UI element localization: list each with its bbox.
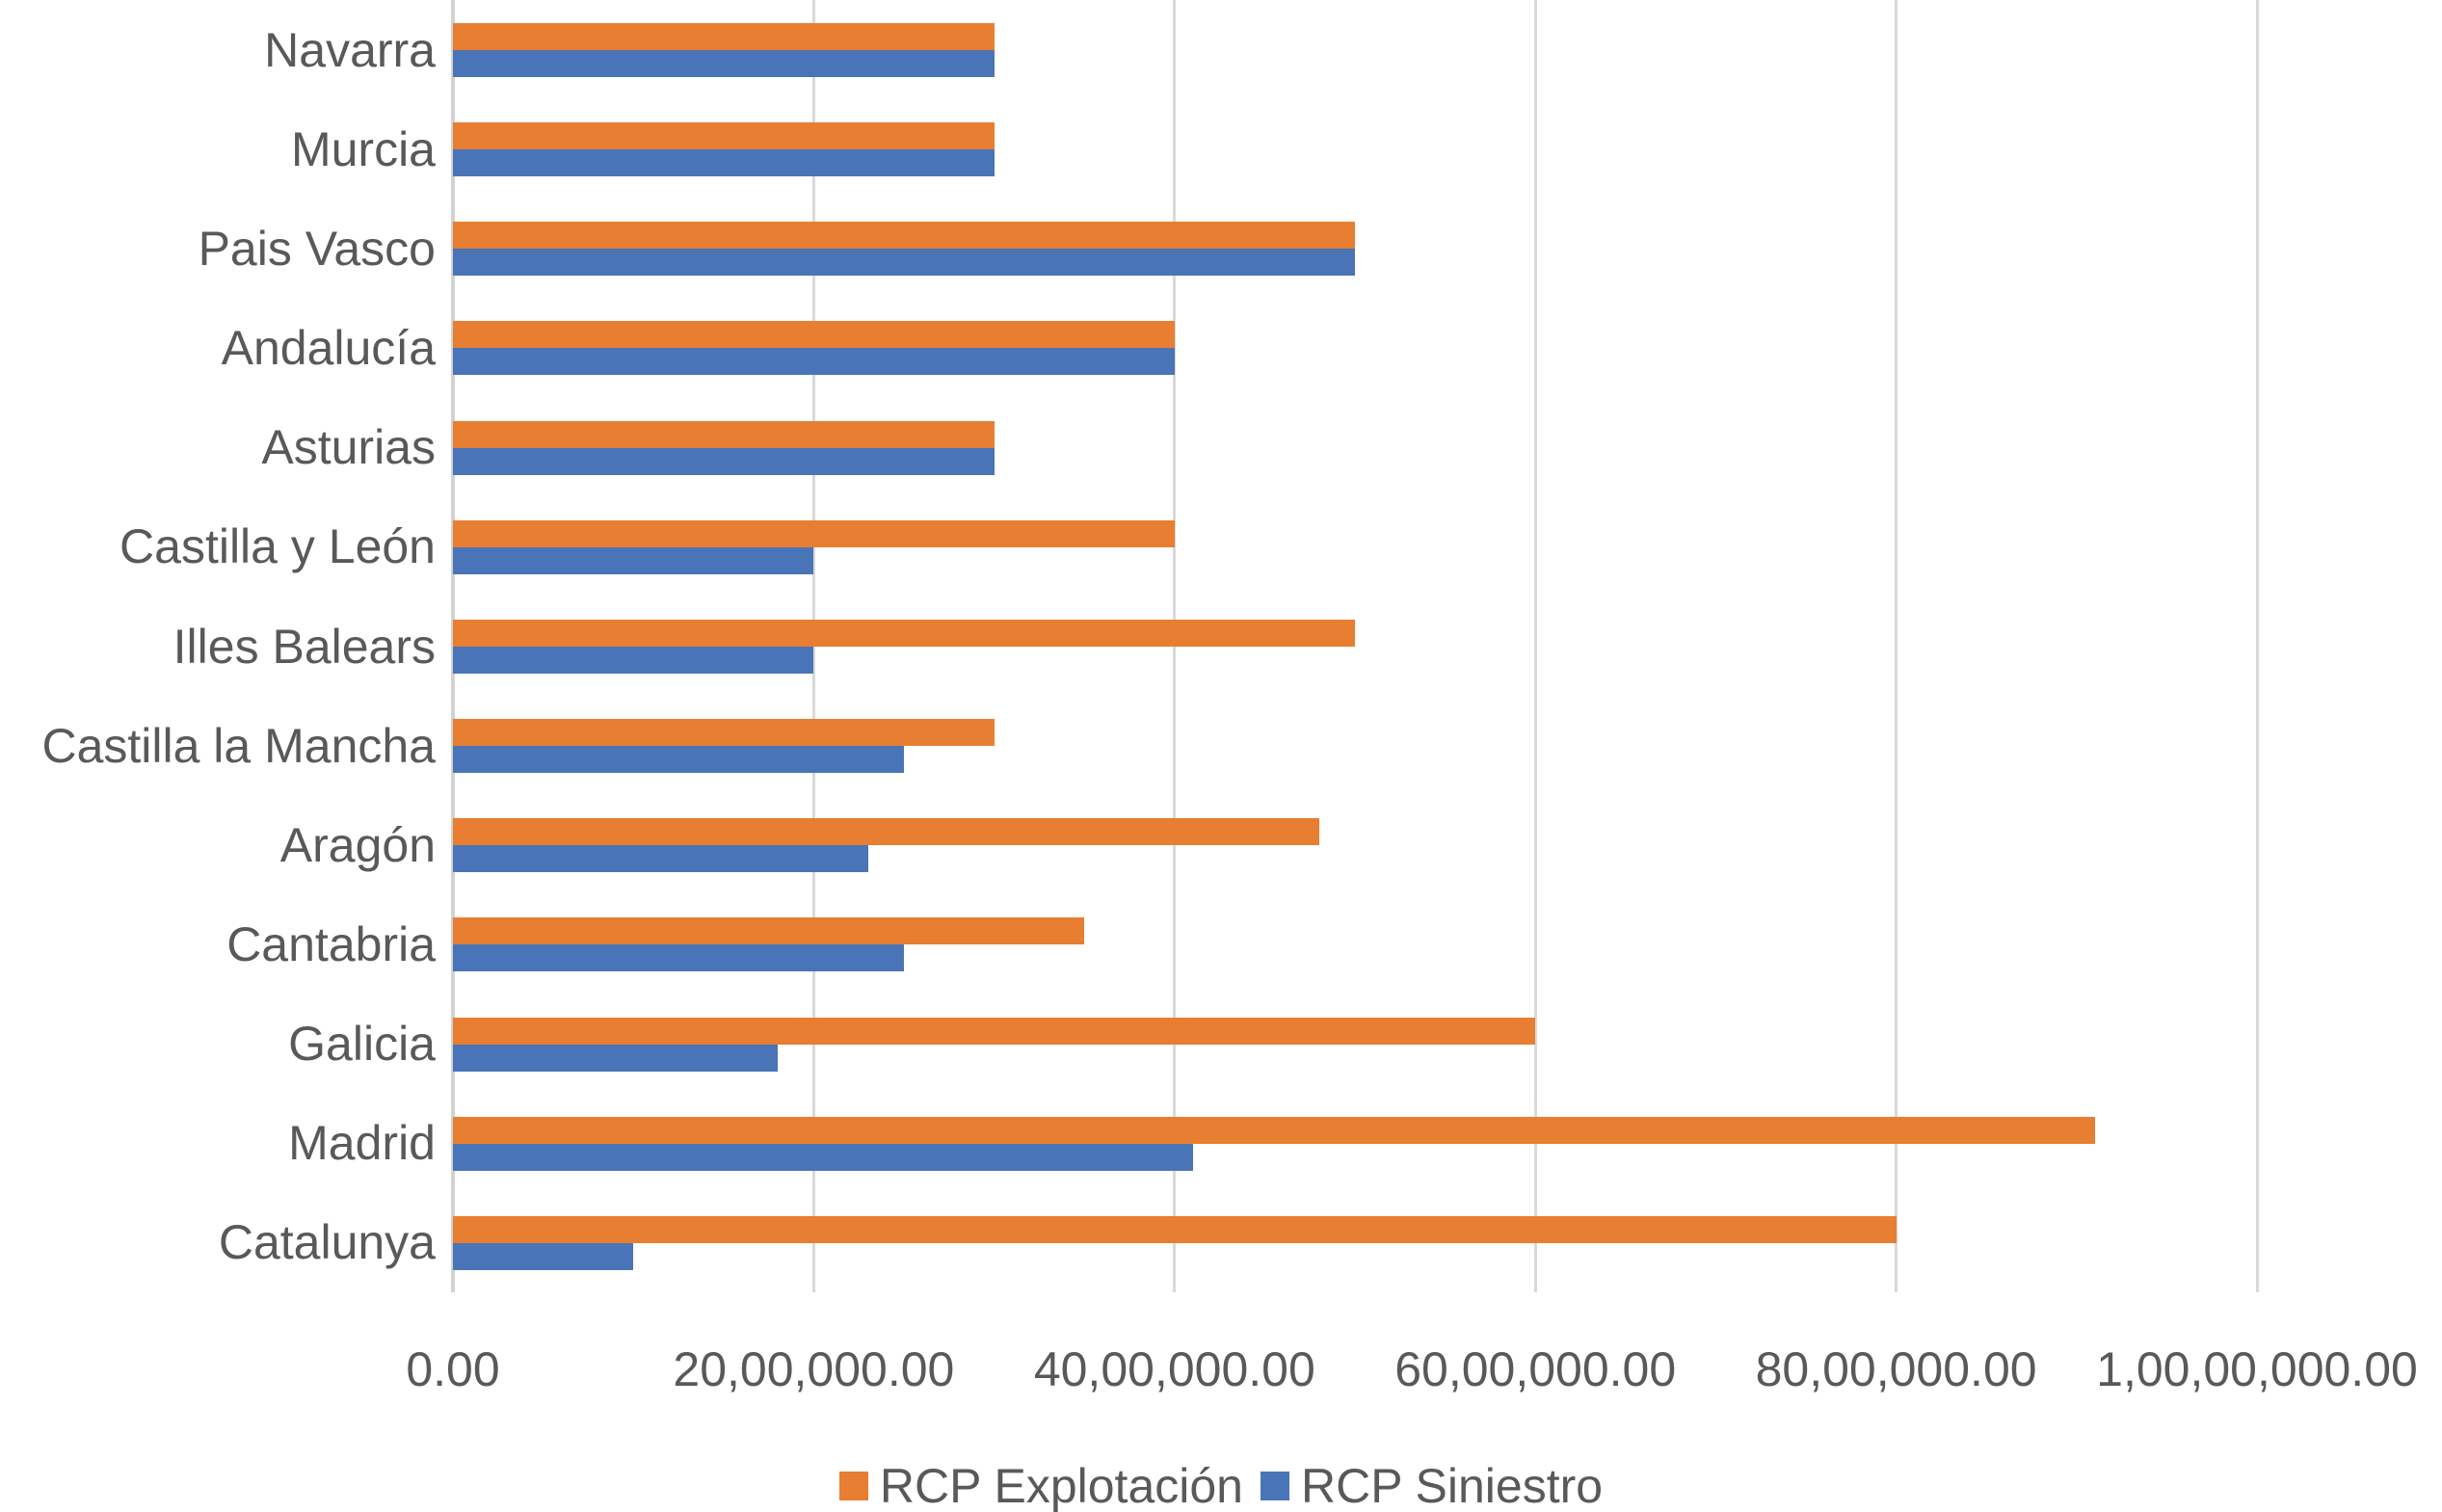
bar-segment: [453, 447, 995, 475]
x-tick-label: 20,00,000.00: [673, 1342, 955, 1396]
bar-segment: [453, 321, 1175, 349]
legend-marker-explotacion-icon: [838, 1472, 868, 1500]
bar-segment: [453, 23, 995, 50]
bar-segment: [453, 1143, 1193, 1171]
bar-segment: [453, 546, 814, 574]
category-label: Galicia: [288, 1017, 436, 1072]
category-label: Catalunya: [218, 1215, 436, 1270]
bar-segment: [453, 944, 904, 972]
bar-segment: [453, 1242, 634, 1270]
bar-segment: [453, 646, 814, 674]
legend-label-siniestro: RCP Siniestro: [1300, 1459, 1604, 1512]
x-tick-label: 1,00,00,000.00: [2096, 1342, 2418, 1396]
bar-segment: [453, 917, 1085, 945]
bar-segment: [453, 348, 1175, 376]
bar-segment: [453, 1017, 1536, 1045]
bar-segment: [453, 122, 995, 150]
x-tick-label: 60,00,000.00: [1394, 1342, 1677, 1396]
category-label: Castilla y León: [119, 519, 436, 574]
gridline: [2255, 0, 2259, 1292]
x-tick-label: 80,00,000.00: [1755, 1342, 2037, 1396]
bar-segment: [453, 519, 1175, 547]
category-label: Pais Vasco: [198, 221, 436, 276]
bar-segment: [453, 845, 868, 873]
category-label: Asturias: [261, 420, 436, 475]
category-label: Castilla la Mancha: [41, 718, 436, 773]
bar-segment: [453, 1215, 1897, 1243]
bar-segment: [453, 719, 995, 747]
legend: RCP Explotación RCP Siniestro: [0, 1457, 2442, 1512]
x-tick-label: 0.00: [406, 1342, 500, 1396]
category-label: Navarra: [264, 22, 436, 77]
bar-segment: [453, 50, 995, 77]
category-label: Andalucía: [221, 321, 436, 376]
category-label: Aragón: [279, 817, 436, 872]
category-label: Madrid: [288, 1116, 436, 1171]
x-tick-label: 40,00,000.00: [1033, 1342, 1315, 1396]
bar-segment: [453, 818, 1319, 846]
bar-segment: [453, 1044, 778, 1072]
gridline: [1895, 0, 1898, 1292]
bar-segment: [453, 149, 995, 177]
bar-segment: [453, 222, 1355, 250]
bar-segment: [453, 249, 1355, 277]
legend-marker-siniestro-icon: [1260, 1472, 1289, 1500]
legend-label-explotacion: RCP Explotación: [879, 1459, 1243, 1512]
category-label: Cantabria: [226, 916, 436, 971]
bar-segment: [453, 746, 904, 774]
bar-segment: [453, 1116, 2095, 1144]
legend-item-siniestro: RCP Siniestro: [1260, 1459, 1604, 1512]
gridline: [1533, 0, 1537, 1292]
category-label: Illes Balears: [173, 619, 436, 674]
bar-segment: [453, 619, 1355, 647]
category-label: Murcia: [290, 121, 436, 176]
legend-item-explotacion: RCP Explotación: [838, 1459, 1243, 1512]
bar-segment: [453, 420, 995, 448]
